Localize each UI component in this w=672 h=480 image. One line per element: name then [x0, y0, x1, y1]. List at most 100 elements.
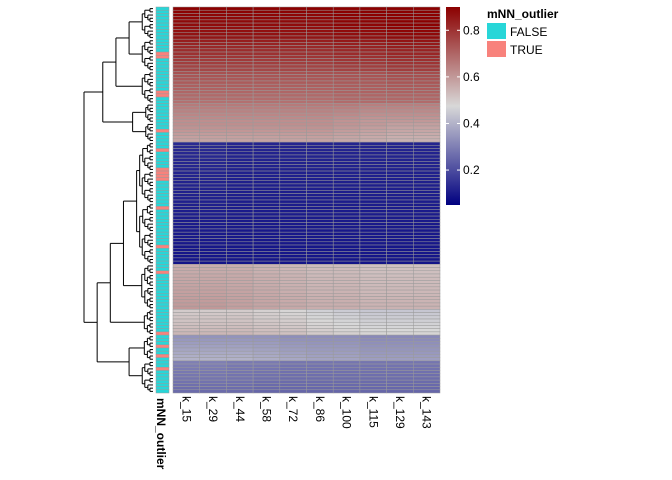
heatmap-cell — [252, 190, 281, 194]
heatmap-cell — [279, 122, 307, 127]
heatmap-cell — [279, 177, 307, 181]
heatmap-cell — [199, 196, 227, 201]
heatmap-cell — [226, 360, 254, 365]
heatmap-cell — [386, 241, 414, 246]
heatmap-cell — [413, 360, 441, 365]
annotation-cell — [155, 61, 170, 66]
heatmap-cell — [306, 328, 334, 333]
heatmap-cell — [413, 67, 441, 72]
heatmap-cell — [359, 209, 387, 214]
heatmap-cell — [226, 174, 254, 178]
heatmap-cell — [252, 376, 281, 381]
heatmap-cell — [386, 334, 414, 339]
heatmap-cell — [279, 71, 307, 75]
column-label: k_58 — [259, 396, 273, 422]
heatmap-cell — [306, 145, 334, 149]
heatmap-cell — [332, 74, 361, 79]
heatmap-cell — [199, 119, 227, 124]
heatmap-cell — [413, 87, 441, 91]
heatmap-cell — [359, 215, 387, 220]
heatmap-cell — [306, 151, 334, 156]
annotation-cell — [155, 235, 170, 239]
heatmap-cell — [226, 103, 254, 107]
heatmap-cell — [332, 38, 361, 43]
heatmap-cell — [199, 177, 227, 181]
heatmap-cell — [413, 299, 441, 304]
heatmap-cell — [386, 299, 414, 304]
heatmap-cell — [279, 90, 307, 95]
heatmap-cell — [386, 257, 414, 262]
heatmap-cell — [172, 45, 200, 50]
heatmap-cell — [332, 96, 361, 101]
annotation-cell — [155, 190, 170, 194]
annotation-cell — [155, 273, 170, 278]
annotation-cell — [155, 321, 170, 326]
heatmap-cell — [279, 9, 307, 14]
heatmap-cell — [199, 289, 227, 294]
heatmap-cell — [359, 109, 387, 114]
heatmap-cell — [386, 367, 414, 371]
heatmap-cell — [226, 183, 254, 188]
heatmap-cell — [172, 212, 200, 217]
annotation-cell — [155, 267, 170, 272]
heatmap-cell — [359, 55, 387, 59]
heatmap-cell — [306, 276, 334, 281]
heatmap-cell — [279, 22, 307, 27]
heatmap-cell — [199, 90, 227, 95]
heatmap-cell — [279, 174, 307, 178]
heatmap-cell — [359, 164, 387, 169]
heatmap-cell — [359, 357, 387, 362]
annotation-cell — [155, 238, 170, 243]
heatmap-cell — [359, 29, 387, 33]
heatmap-cell — [226, 209, 254, 214]
heatmap-cell — [279, 193, 307, 198]
heatmap-cell — [359, 64, 387, 69]
heatmap-cell — [359, 48, 387, 53]
annotation-cell — [155, 231, 170, 236]
heatmap-cell — [172, 132, 200, 136]
heatmap-cell — [279, 354, 307, 358]
heatmap-cell — [386, 9, 414, 14]
heatmap-cell — [359, 212, 387, 217]
annotation-cell — [155, 35, 170, 40]
annotation-cell — [155, 71, 170, 75]
heatmap-cell — [199, 80, 227, 85]
heatmap-cell — [252, 157, 281, 162]
heatmap-cell — [279, 112, 307, 117]
heatmap-cell — [172, 202, 200, 207]
heatmap-cell — [413, 280, 441, 284]
heatmap-cell — [226, 215, 254, 220]
heatmap-cell — [359, 183, 387, 188]
heatmap-cell — [386, 186, 414, 191]
heatmap-cell — [252, 196, 281, 201]
heatmap-cell — [359, 299, 387, 304]
heatmap-cell — [199, 376, 227, 381]
annotation-cell — [155, 276, 170, 281]
heatmap-cell — [332, 273, 361, 278]
heatmap-cell — [359, 170, 387, 175]
heatmap-cell — [172, 186, 200, 191]
heatmap-cell — [386, 174, 414, 178]
annotation-cell — [155, 180, 170, 185]
heatmap-cell — [359, 270, 387, 275]
heatmap-cell — [199, 302, 227, 307]
heatmap-cell — [226, 125, 254, 130]
heatmap-cell — [279, 164, 307, 169]
heatmap-cell — [172, 302, 200, 307]
heatmap-cell — [332, 209, 361, 214]
heatmap-cell — [226, 190, 254, 194]
heatmap-cell — [332, 296, 361, 300]
heatmap-cell — [199, 389, 227, 394]
annotation-bar — [155, 6, 170, 394]
heatmap-cell — [252, 103, 281, 107]
heatmap-cell — [199, 286, 227, 291]
heatmap-cell — [172, 341, 200, 345]
heatmap-cell — [413, 64, 441, 69]
heatmap-cell — [413, 135, 441, 140]
heatmap-cell — [172, 103, 200, 107]
heatmap-cell — [306, 215, 334, 220]
heatmap-cell — [252, 209, 281, 214]
heatmap-cell — [413, 296, 441, 300]
heatmap-cell — [252, 122, 281, 127]
heatmap-cell — [226, 383, 254, 387]
